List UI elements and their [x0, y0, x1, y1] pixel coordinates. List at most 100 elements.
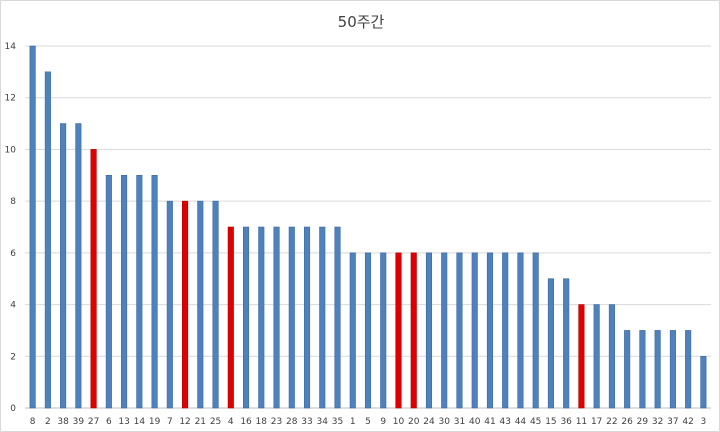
bar-21 [197, 200, 204, 409]
bar-25 [212, 200, 219, 409]
bar-27 [90, 149, 97, 409]
x-tick-label: 11 [576, 417, 587, 427]
x-tick-label: 18 [256, 417, 268, 427]
bar-44 [517, 252, 524, 409]
bar-42 [685, 330, 692, 409]
x-tick-label: 17 [591, 417, 602, 427]
y-tick-label: 10 [5, 145, 17, 155]
bar-43 [502, 252, 509, 409]
bar-12 [182, 200, 189, 409]
bar-23 [273, 226, 280, 409]
x-tick-label: 38 [57, 417, 69, 427]
bar-39 [75, 123, 82, 409]
bar-32 [654, 330, 661, 409]
bar-16 [243, 226, 250, 409]
x-tick-label: 45 [530, 417, 541, 427]
bar-41 [486, 252, 493, 409]
bar-40 [471, 252, 478, 409]
bar-5 [364, 252, 372, 409]
bar-2 [44, 71, 51, 409]
bar-13 [121, 174, 128, 409]
x-tick-label: 42 [682, 417, 693, 427]
bar-11 [578, 304, 585, 409]
x-tick-label: 39 [73, 417, 85, 427]
bar-19 [151, 174, 158, 409]
x-tick-label: 6 [106, 417, 112, 427]
bar-38 [60, 123, 67, 409]
x-tick-label: 9 [380, 417, 386, 427]
x-tick-label: 2 [45, 417, 51, 427]
x-tick-label: 22 [606, 417, 617, 427]
y-tick-label: 4 [10, 301, 16, 311]
bar-36 [563, 278, 570, 409]
x-tick-label: 7 [167, 417, 173, 427]
bar-34 [319, 226, 326, 409]
x-tick-label: 36 [560, 417, 572, 427]
x-tick-label: 1 [350, 417, 356, 427]
bar-28 [288, 226, 295, 409]
bar-29 [639, 330, 646, 409]
x-tick-label: 21 [195, 417, 206, 427]
x-tick-label: 28 [286, 417, 298, 427]
bar-1 [349, 252, 356, 409]
x-tick-label: 37 [667, 417, 678, 427]
x-tick-label: 27 [88, 417, 99, 427]
x-tick-label: 30 [438, 417, 450, 427]
x-tick-label: 20 [408, 417, 420, 427]
x-tick-label: 26 [621, 417, 633, 427]
bar-14 [136, 174, 143, 409]
x-tick-label: 14 [134, 417, 146, 427]
bar-8 [29, 45, 36, 409]
x-tick-label: 41 [484, 417, 495, 427]
bar-31 [456, 252, 463, 409]
bar-3 [700, 355, 707, 409]
x-tick-label: 24 [423, 417, 435, 427]
bar-10 [395, 252, 402, 409]
x-tick-label: 31 [454, 417, 465, 427]
x-tick-label: 32 [652, 417, 663, 427]
x-tick-label: 44 [515, 417, 527, 427]
x-tick-label: 40 [469, 417, 481, 427]
bar-33 [303, 226, 311, 409]
x-tick-label: 34 [317, 417, 329, 427]
y-tick-label: 8 [10, 197, 16, 207]
bar-7 [166, 200, 173, 409]
y-tick-label: 12 [5, 94, 16, 104]
bar-6 [105, 174, 112, 409]
x-tick-label: 8 [30, 417, 36, 427]
x-tick-label: 29 [637, 417, 649, 427]
x-tick-label: 35 [332, 417, 343, 427]
y-tick-label: 6 [10, 249, 16, 259]
x-tick-label: 10 [393, 417, 405, 427]
bar-9 [380, 252, 387, 409]
x-tick-label: 3 [701, 417, 707, 427]
x-tick-label: 12 [179, 417, 190, 427]
x-tick-label: 16 [240, 417, 252, 427]
bar-30 [441, 252, 448, 409]
bar-35 [334, 226, 341, 409]
x-tick-label: 19 [149, 417, 161, 427]
bar-24 [425, 252, 433, 409]
bar-4 [227, 226, 234, 409]
y-tick-label: 2 [10, 352, 16, 362]
x-tick-label: 13 [118, 417, 129, 427]
x-tick-label: 15 [545, 417, 556, 427]
y-tick-label: 0 [10, 404, 16, 414]
x-tick-label: 43 [499, 417, 510, 427]
chart-title: 50주간 [337, 13, 385, 31]
bar-37 [669, 330, 676, 409]
bar-15 [547, 278, 554, 409]
x-tick-label: 25 [210, 417, 221, 427]
bar-22 [608, 304, 615, 409]
x-tick-label: 5 [365, 417, 371, 427]
bar-17 [593, 304, 600, 409]
x-tick-label: 4 [228, 417, 234, 427]
bar-18 [258, 226, 265, 409]
x-tick-label: 33 [301, 417, 312, 427]
x-tick-label: 23 [271, 417, 282, 427]
bar-45 [532, 252, 539, 409]
y-tick-label: 14 [5, 42, 17, 52]
bar-26 [624, 330, 631, 409]
